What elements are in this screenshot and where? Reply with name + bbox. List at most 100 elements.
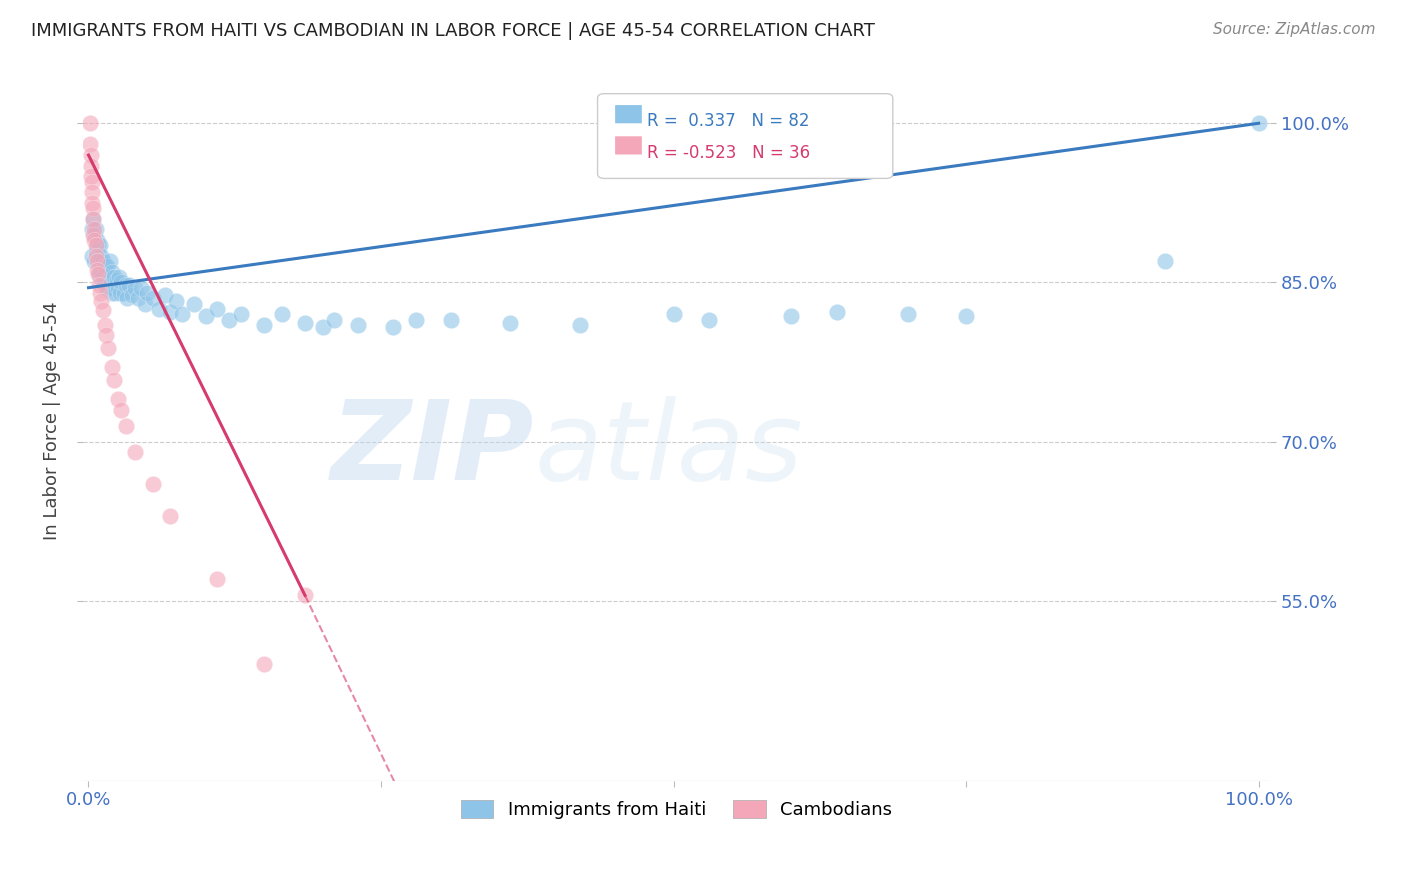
Point bbox=[80, 249, 103, 263]
Point bbox=[82, 211, 104, 226]
Point bbox=[82, 201, 104, 215]
Point bbox=[96, 260, 118, 274]
Point bbox=[323, 312, 346, 326]
Point bbox=[381, 320, 404, 334]
Point bbox=[955, 310, 977, 324]
Point bbox=[101, 265, 124, 279]
Point bbox=[86, 262, 108, 277]
Point bbox=[1154, 254, 1177, 268]
Point bbox=[87, 267, 110, 281]
Point bbox=[80, 175, 103, 189]
Point bbox=[101, 285, 124, 300]
Point bbox=[105, 273, 128, 287]
Point bbox=[136, 285, 159, 300]
Point bbox=[86, 249, 108, 263]
Point bbox=[94, 260, 117, 274]
Y-axis label: In Labor Force | Age 45-54: In Labor Force | Age 45-54 bbox=[44, 301, 60, 540]
Point bbox=[101, 360, 124, 375]
Text: IMMIGRANTS FROM HAITI VS CAMBODIAN IN LABOR FORCE | AGE 45-54 CORRELATION CHART: IMMIGRANTS FROM HAITI VS CAMBODIAN IN LA… bbox=[31, 22, 875, 40]
Point bbox=[84, 222, 107, 236]
Text: R = -0.523   N = 36: R = -0.523 N = 36 bbox=[647, 144, 810, 161]
Point bbox=[89, 285, 111, 300]
Point bbox=[94, 318, 117, 332]
Point bbox=[115, 418, 138, 433]
Point bbox=[107, 281, 129, 295]
Point bbox=[253, 318, 276, 332]
Point bbox=[98, 254, 121, 268]
Point bbox=[115, 277, 138, 292]
Point bbox=[165, 294, 187, 309]
Point bbox=[83, 233, 105, 247]
Point bbox=[405, 312, 427, 326]
Text: R =  0.337   N = 82: R = 0.337 N = 82 bbox=[647, 112, 810, 130]
Point bbox=[86, 254, 108, 268]
Point bbox=[83, 227, 105, 242]
Point bbox=[94, 265, 117, 279]
Point bbox=[101, 281, 124, 295]
Point bbox=[90, 249, 112, 263]
Point bbox=[93, 260, 115, 274]
Point bbox=[108, 270, 131, 285]
Point bbox=[112, 285, 135, 300]
Point bbox=[84, 249, 107, 263]
Point bbox=[89, 270, 111, 285]
Point bbox=[1247, 116, 1270, 130]
Point bbox=[183, 296, 205, 310]
Point bbox=[194, 310, 217, 324]
Point bbox=[294, 316, 316, 330]
Point bbox=[108, 285, 131, 300]
Point bbox=[205, 301, 228, 316]
Point bbox=[87, 277, 110, 292]
Point bbox=[142, 291, 165, 305]
Point bbox=[82, 211, 104, 226]
Point bbox=[94, 328, 117, 343]
Point bbox=[94, 281, 117, 295]
Point bbox=[294, 588, 316, 602]
Point bbox=[129, 281, 152, 295]
Point bbox=[89, 238, 111, 252]
Point bbox=[253, 657, 276, 672]
Point bbox=[107, 392, 129, 406]
Point bbox=[87, 238, 110, 252]
Point bbox=[83, 222, 105, 236]
Point bbox=[80, 169, 103, 184]
Point bbox=[100, 276, 122, 290]
Point bbox=[499, 316, 522, 330]
Point bbox=[90, 294, 112, 309]
Point bbox=[103, 373, 125, 387]
Point bbox=[827, 305, 849, 319]
Point bbox=[91, 302, 114, 317]
Point bbox=[86, 233, 108, 247]
Point bbox=[110, 276, 132, 290]
Text: atlas: atlas bbox=[534, 396, 803, 503]
Point bbox=[311, 320, 333, 334]
Point bbox=[110, 402, 132, 417]
Point bbox=[80, 159, 103, 173]
Point bbox=[569, 318, 592, 332]
Point bbox=[90, 265, 112, 279]
Point bbox=[87, 254, 110, 268]
Text: Source: ZipAtlas.com: Source: ZipAtlas.com bbox=[1212, 22, 1375, 37]
Point bbox=[103, 270, 125, 285]
Point bbox=[124, 281, 146, 295]
Point bbox=[80, 195, 103, 210]
Point bbox=[118, 277, 141, 292]
Point bbox=[84, 238, 107, 252]
Point bbox=[97, 281, 120, 295]
Legend: Immigrants from Haiti, Cambodians: Immigrants from Haiti, Cambodians bbox=[454, 792, 900, 826]
Point bbox=[346, 318, 368, 332]
Point bbox=[159, 305, 181, 319]
Point bbox=[82, 227, 104, 242]
Point bbox=[80, 222, 103, 236]
Point bbox=[94, 276, 117, 290]
Point bbox=[779, 310, 801, 324]
Point bbox=[79, 116, 101, 130]
Point bbox=[142, 477, 165, 491]
Point bbox=[697, 312, 720, 326]
Point bbox=[127, 291, 149, 305]
Point bbox=[172, 307, 194, 321]
Point bbox=[84, 244, 107, 258]
Point bbox=[87, 265, 110, 279]
Point bbox=[153, 288, 176, 302]
Point bbox=[96, 276, 118, 290]
